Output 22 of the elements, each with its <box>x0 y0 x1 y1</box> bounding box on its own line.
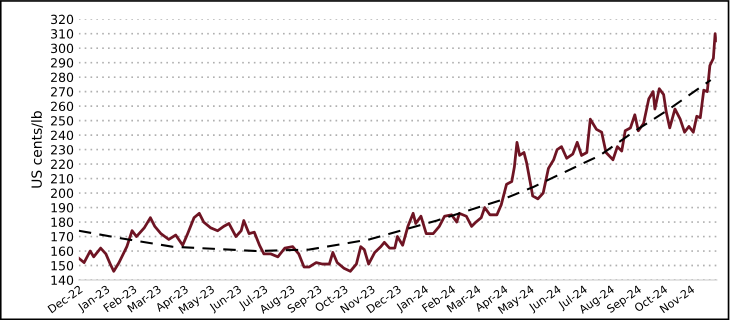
y-tick-label: 140 <box>51 275 74 285</box>
y-tick-label: 220 <box>51 160 74 170</box>
y-tick-label: 160 <box>51 246 74 256</box>
line-series <box>78 79 712 252</box>
y-tick-label: 280 <box>51 72 74 82</box>
y-tick-label: 290 <box>51 58 74 68</box>
y-axis-title: US cents/lb <box>31 111 43 188</box>
y-tick-label: 320 <box>51 14 74 24</box>
line-series <box>78 32 717 273</box>
y-tick-label: 200 <box>51 188 74 198</box>
y-tick-label: 300 <box>51 44 74 54</box>
y-tick-label: 310 <box>51 29 74 39</box>
y-tick-label: 210 <box>51 174 74 184</box>
y-tick-label: 190 <box>51 203 74 212</box>
y-tick-label: 230 <box>51 145 74 155</box>
y-tick-label: 270 <box>51 87 74 97</box>
y-tick-label: 170 <box>51 232 74 242</box>
y-tick-label: 240 <box>51 130 74 140</box>
y-tick-label: 250 <box>51 116 74 126</box>
y-tick-label: 150 <box>51 260 74 270</box>
y-tick-label: 180 <box>51 218 74 227</box>
y-tick-label: 260 <box>51 102 74 112</box>
